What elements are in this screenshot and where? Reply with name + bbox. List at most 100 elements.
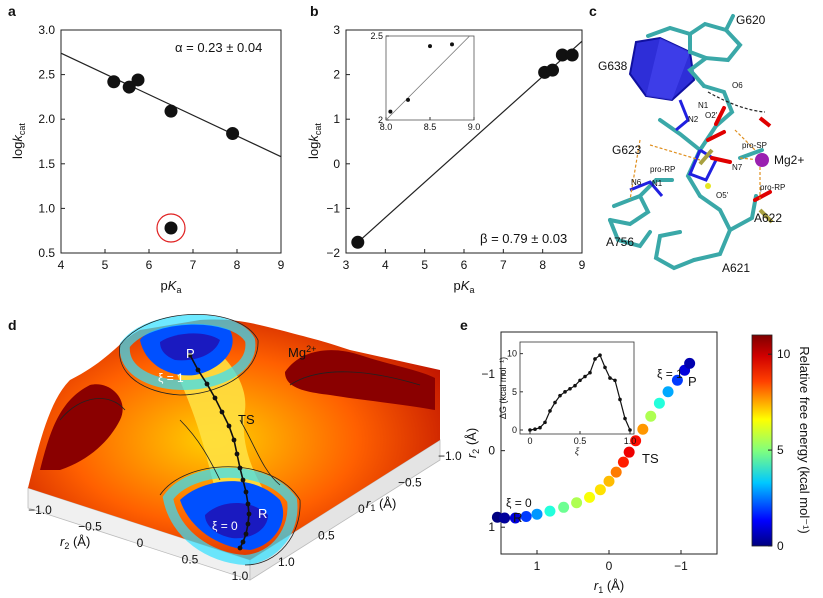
- ridge-left: [40, 384, 123, 470]
- panel-b-ylabel: logkcat: [306, 123, 323, 159]
- panel-letter-d: d: [8, 317, 17, 333]
- mg-ion: [755, 153, 769, 167]
- path-point: [520, 510, 532, 522]
- label-ts: TS: [238, 412, 255, 427]
- colorbar-tick-label: 5: [777, 443, 784, 457]
- label-n1-bottom: N1: [652, 179, 663, 188]
- inset-point: [598, 353, 602, 357]
- inset-point: [583, 374, 587, 379]
- y-tick-label: 1.0: [38, 201, 55, 215]
- basin-reactant-core: [205, 502, 268, 539]
- r1-tick-label: −1.0: [438, 449, 462, 463]
- path-node: [226, 423, 232, 429]
- x-tick-label: 4: [382, 258, 389, 272]
- inset-point: [533, 427, 537, 432]
- x-tick-label: 3: [343, 258, 350, 272]
- inset-point: [543, 420, 547, 425]
- path-node: [219, 409, 225, 415]
- basin-product-core: [160, 333, 220, 361]
- label-xi1: ξ = 1: [158, 371, 184, 385]
- data-point: [546, 63, 559, 77]
- data-point: [565, 48, 579, 62]
- label-g623: G623: [612, 143, 642, 157]
- x-tick-label: 6: [146, 258, 153, 272]
- colorbar: [751, 334, 773, 547]
- label-pro-rp-right: pro-RP: [760, 183, 785, 192]
- inset-x-tick-label: 0: [527, 436, 532, 446]
- panel-e-chart: 1 0 −1−101 ξ = 0 R TS ξ = 1 P 0 0.5 1.00510ξ…: [464, 331, 812, 595]
- r2-tick-label: −0.5: [78, 520, 102, 534]
- label-xi1-e: ξ = 1: [657, 367, 683, 381]
- inset-point: [568, 386, 572, 391]
- x-tick-label: 6: [461, 258, 468, 272]
- inset-point: [628, 428, 632, 432]
- inset-point: [593, 357, 597, 361]
- panel-a-chart: 4 5 6 7 8 9 0.5 1.0 1.5 2.0 2.5 3.0 α = 0.23 ± 0.04…: [10, 23, 285, 295]
- r1-tick-label: 0.5: [318, 529, 335, 543]
- inset-x-tick-label: 0.5: [574, 436, 587, 446]
- inset-x-tick-label: 1.0: [624, 436, 637, 446]
- inset-point: [528, 428, 532, 432]
- x-tick-label: 9: [278, 258, 285, 272]
- label-o2p: O2': [705, 111, 718, 120]
- label-a621: A621: [722, 261, 750, 275]
- path-node: [243, 489, 249, 495]
- label-a756: A756: [606, 235, 634, 249]
- water-molecule: [758, 116, 772, 128]
- path-node: [234, 451, 240, 457]
- label-pro-sp: pro-SP: [742, 141, 767, 150]
- panel-a-annotation: α = 0.23 ± 0.04: [175, 40, 262, 55]
- y-tick-label: 0: [488, 444, 495, 458]
- path-node: [240, 477, 246, 483]
- inset-y-tick-label: 10: [507, 349, 517, 359]
- inset-ylabel: ΔG (kcal mol⁻¹): [498, 357, 508, 419]
- y-tick-label: 0.5: [38, 246, 55, 260]
- inset-point: [538, 425, 542, 430]
- y-tick-label: 2: [333, 68, 340, 82]
- inset-point: [603, 365, 607, 370]
- path-point: [584, 491, 596, 503]
- colorbar-label: Relative free energy (kcal mol⁻¹): [797, 346, 812, 533]
- panel-a-ylabel: logkcat: [10, 123, 27, 159]
- inset-point: [563, 390, 567, 394]
- panel-a-marks: [60, 52, 282, 243]
- p-sticks: [698, 148, 774, 224]
- path-node: [245, 521, 251, 527]
- y-tick-label: 2.5: [38, 68, 55, 82]
- halo-product: [119, 314, 256, 391]
- panel-a-frame: [60, 29, 282, 254]
- y-tick-label: −1: [326, 201, 340, 215]
- inset-y-tick-label: 2: [378, 115, 383, 125]
- panel-letter-e: e: [460, 317, 468, 333]
- path-point: [544, 505, 556, 517]
- panel-b-chart: 3 4 5 6 7 8 9 −2 −1 0 1 2 3 8.0 8.5 9.0 2 2.5 β = 0.79 ±…: [306, 23, 586, 295]
- label-r-e: R: [513, 510, 522, 525]
- colorbar-tick-label: 10: [777, 347, 791, 361]
- panel-e-inset: 0 0.5 1.0 0 5 10 ξ ΔG (kcal mol⁻¹): [498, 349, 636, 456]
- r2-tick-label: 1.0: [232, 569, 249, 583]
- inset-point: [623, 416, 627, 421]
- inset-point: [558, 393, 562, 398]
- inset-point: [553, 400, 557, 405]
- outlier-ring: [156, 213, 186, 243]
- path-point: [645, 410, 657, 422]
- reaction-path-nodes: [187, 352, 252, 551]
- y-tick-label: 3.0: [38, 23, 55, 37]
- label-xi0: ξ = 0: [212, 519, 238, 533]
- data-point: [226, 126, 240, 140]
- y-tick-label: 1: [488, 520, 495, 534]
- inset-data-point: [388, 109, 393, 114]
- panel-e-xlabel: r1 (Å): [594, 578, 624, 595]
- path-node: [195, 367, 201, 373]
- o6-dash: [707, 91, 766, 113]
- g638-base-face: [646, 38, 690, 100]
- path-node: [204, 381, 210, 387]
- data-point: [555, 48, 569, 62]
- x-tick-label: 7: [500, 258, 507, 272]
- panel-a-xlabel: pKa: [161, 278, 182, 295]
- label-xi0-e: ξ = 0: [506, 496, 532, 510]
- path-point: [630, 435, 642, 447]
- panel-d-ylabel: r1 (Å): [366, 496, 396, 513]
- inset-y-tick-label: 2.5: [370, 31, 383, 41]
- inset-point: [548, 409, 552, 413]
